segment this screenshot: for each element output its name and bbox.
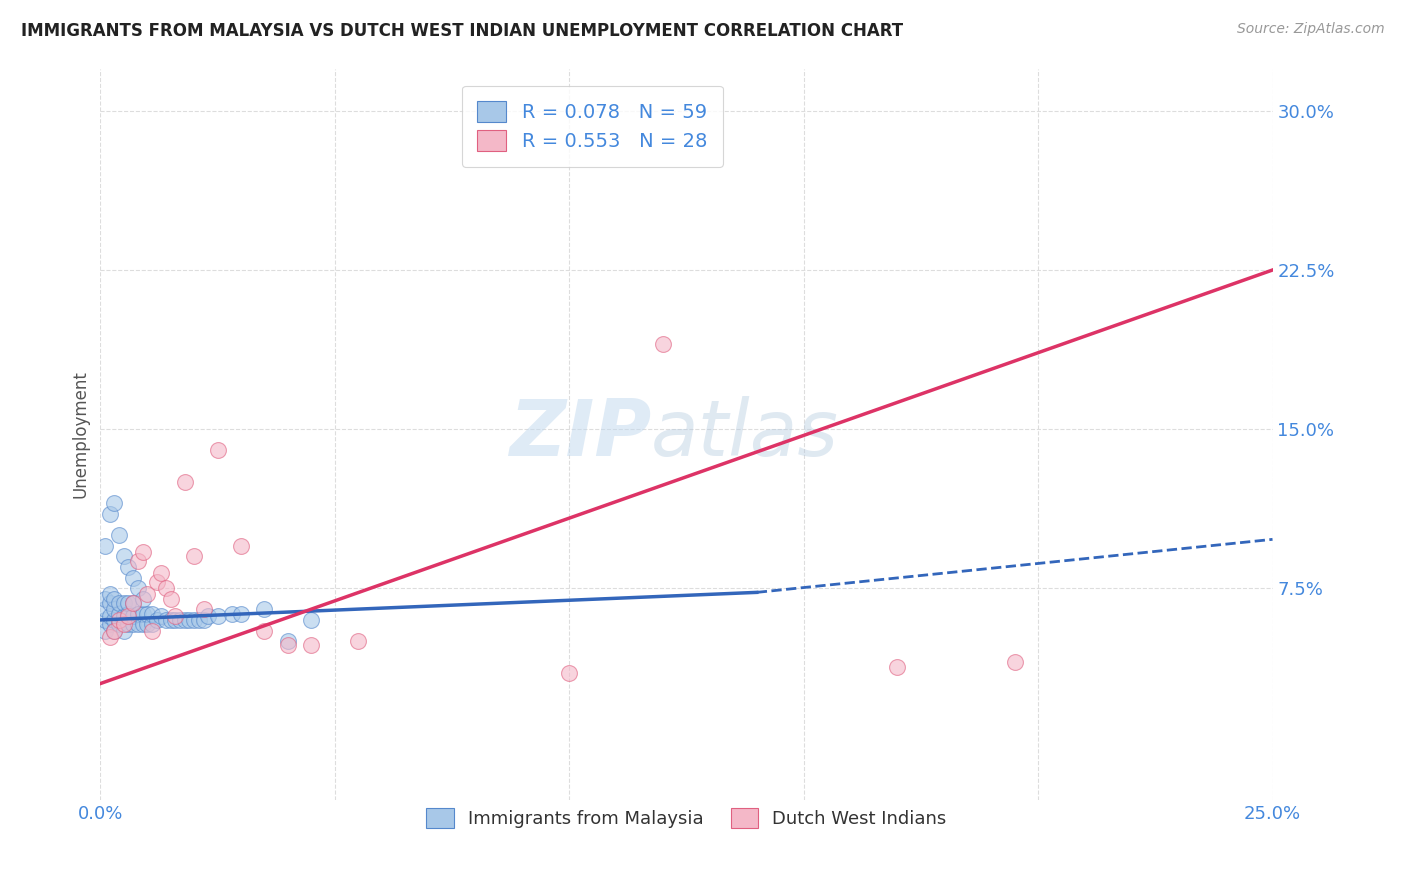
Point — [159, 591, 181, 606]
Legend: Immigrants from Malaysia, Dutch West Indians: Immigrants from Malaysia, Dutch West Ind… — [419, 801, 953, 835]
Y-axis label: Unemployment: Unemployment — [72, 370, 89, 499]
Point — [193, 613, 215, 627]
Point — [183, 613, 205, 627]
Point — [112, 549, 135, 564]
Point — [131, 607, 153, 621]
Point — [103, 613, 125, 627]
Point — [103, 624, 125, 638]
Point — [117, 596, 139, 610]
Point — [347, 634, 370, 648]
Point — [94, 624, 117, 638]
Point — [173, 613, 195, 627]
Point — [131, 545, 153, 559]
Text: IMMIGRANTS FROM MALAYSIA VS DUTCH WEST INDIAN UNEMPLOYMENT CORRELATION CHART: IMMIGRANTS FROM MALAYSIA VS DUTCH WEST I… — [21, 22, 903, 40]
Point — [141, 607, 163, 621]
Point — [136, 617, 159, 632]
Point — [112, 624, 135, 638]
Point — [98, 617, 121, 632]
Point — [122, 596, 145, 610]
Point — [187, 613, 209, 627]
Point — [94, 602, 117, 616]
Point — [886, 659, 908, 673]
Point — [98, 587, 121, 601]
Point — [136, 587, 159, 601]
Point — [558, 665, 581, 680]
Point — [112, 608, 135, 623]
Point — [253, 624, 276, 638]
Point — [122, 617, 145, 632]
Point — [131, 617, 153, 632]
Point — [94, 591, 117, 606]
Point — [122, 596, 145, 610]
Point — [155, 613, 177, 627]
Point — [98, 630, 121, 644]
Point — [127, 617, 149, 632]
Point — [103, 602, 125, 616]
Point — [98, 596, 121, 610]
Point — [197, 608, 219, 623]
Point — [145, 613, 167, 627]
Point — [169, 613, 191, 627]
Point — [183, 549, 205, 564]
Point — [117, 560, 139, 574]
Point — [117, 608, 139, 623]
Point — [277, 639, 299, 653]
Point — [165, 613, 187, 627]
Point — [103, 591, 125, 606]
Point — [229, 607, 252, 621]
Point — [299, 639, 322, 653]
Point — [117, 607, 139, 621]
Point — [108, 617, 131, 632]
Point — [103, 496, 125, 510]
Point — [155, 581, 177, 595]
Point — [112, 596, 135, 610]
Point — [150, 608, 173, 623]
Point — [131, 591, 153, 606]
Point — [122, 570, 145, 584]
Text: Source: ZipAtlas.com: Source: ZipAtlas.com — [1237, 22, 1385, 37]
Point — [108, 596, 131, 610]
Point — [141, 624, 163, 638]
Point — [150, 566, 173, 581]
Point — [127, 553, 149, 567]
Point — [207, 443, 229, 458]
Point — [229, 539, 252, 553]
Point — [165, 608, 187, 623]
Point — [94, 613, 117, 627]
Point — [193, 602, 215, 616]
Point — [122, 608, 145, 623]
Point — [127, 581, 149, 595]
Point — [112, 617, 135, 632]
Point — [173, 475, 195, 489]
Point — [127, 607, 149, 621]
Text: ZIP: ZIP — [509, 396, 651, 473]
Point — [141, 617, 163, 632]
Point — [136, 607, 159, 621]
Point — [98, 507, 121, 521]
Point — [299, 613, 322, 627]
Point — [145, 574, 167, 589]
Point — [117, 617, 139, 632]
Point — [108, 607, 131, 621]
Point — [179, 613, 201, 627]
Point — [253, 602, 276, 616]
Point — [108, 613, 131, 627]
Text: atlas: atlas — [651, 396, 839, 473]
Point — [108, 528, 131, 542]
Point — [1004, 656, 1026, 670]
Point — [207, 608, 229, 623]
Point — [277, 634, 299, 648]
Point — [103, 624, 125, 638]
Point — [652, 337, 675, 351]
Point — [221, 607, 243, 621]
Point — [159, 613, 181, 627]
Point — [94, 539, 117, 553]
Point — [98, 608, 121, 623]
